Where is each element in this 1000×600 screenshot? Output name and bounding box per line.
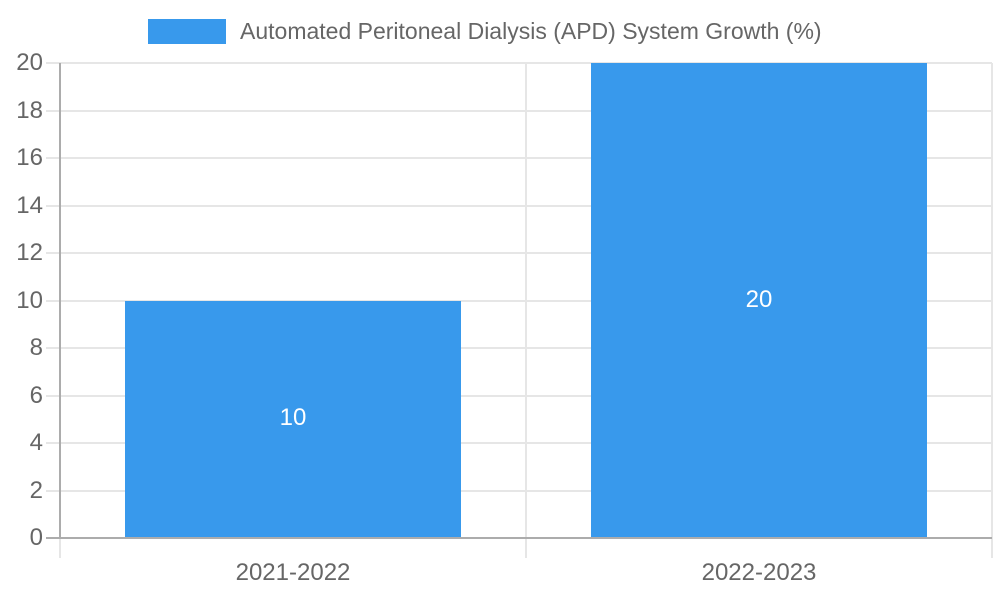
y-tick-label-20: 20 — [16, 49, 43, 76]
bar-2022-2023 — [591, 63, 927, 538]
category-gridline-2 — [991, 63, 993, 558]
x-axis-tick-0 — [59, 538, 61, 558]
y-tick-label-14: 14 — [16, 191, 43, 219]
bar-value-label-2022-2023: 20 — [745, 286, 773, 313]
legend-label: Automated Peritoneal Dialysis (APD) Syst… — [240, 18, 822, 44]
legend-item[interactable]: Automated Peritoneal Dialysis (APD) Syst… — [148, 17, 822, 45]
category-gridline-1 — [525, 63, 527, 558]
gridline-y-6 — [46, 394, 992, 397]
legend-swatch — [148, 18, 226, 44]
gridline-y-16 — [46, 157, 992, 159]
y-tick-label-18: 18 — [16, 96, 43, 124]
bar-2021-2022 — [125, 300, 461, 538]
y-tick-label-2: 2 — [29, 476, 43, 504]
y-tick-label-8: 8 — [29, 334, 43, 361]
y-tick-label-12: 12 — [16, 239, 43, 266]
x-tick-label-2022-2023: 2022-2023 — [701, 559, 817, 586]
gridline-y-12 — [46, 252, 992, 254]
y-tick-label-4: 4 — [29, 429, 43, 456]
gridline-y-4 — [46, 442, 992, 444]
gridline-y-20 — [46, 62, 992, 64]
gridline-y-14 — [46, 204, 992, 207]
y-tick-label-16: 16 — [16, 144, 43, 171]
y-axis-line — [59, 63, 61, 538]
gridline-y-18 — [46, 109, 992, 112]
gridline-y-8 — [46, 347, 992, 349]
gridline-y-10 — [46, 299, 992, 302]
gridline-y-2 — [46, 489, 992, 492]
x-tick-label-2021-2022: 2021-2022 — [235, 559, 351, 586]
y-tick-label-0: 0 — [29, 524, 43, 551]
y-tick-label-10: 10 — [16, 286, 43, 314]
bar-value-label-2021-2022: 10 — [279, 404, 307, 431]
x-axis-baseline — [46, 537, 992, 539]
y-tick-label-6: 6 — [29, 381, 43, 409]
